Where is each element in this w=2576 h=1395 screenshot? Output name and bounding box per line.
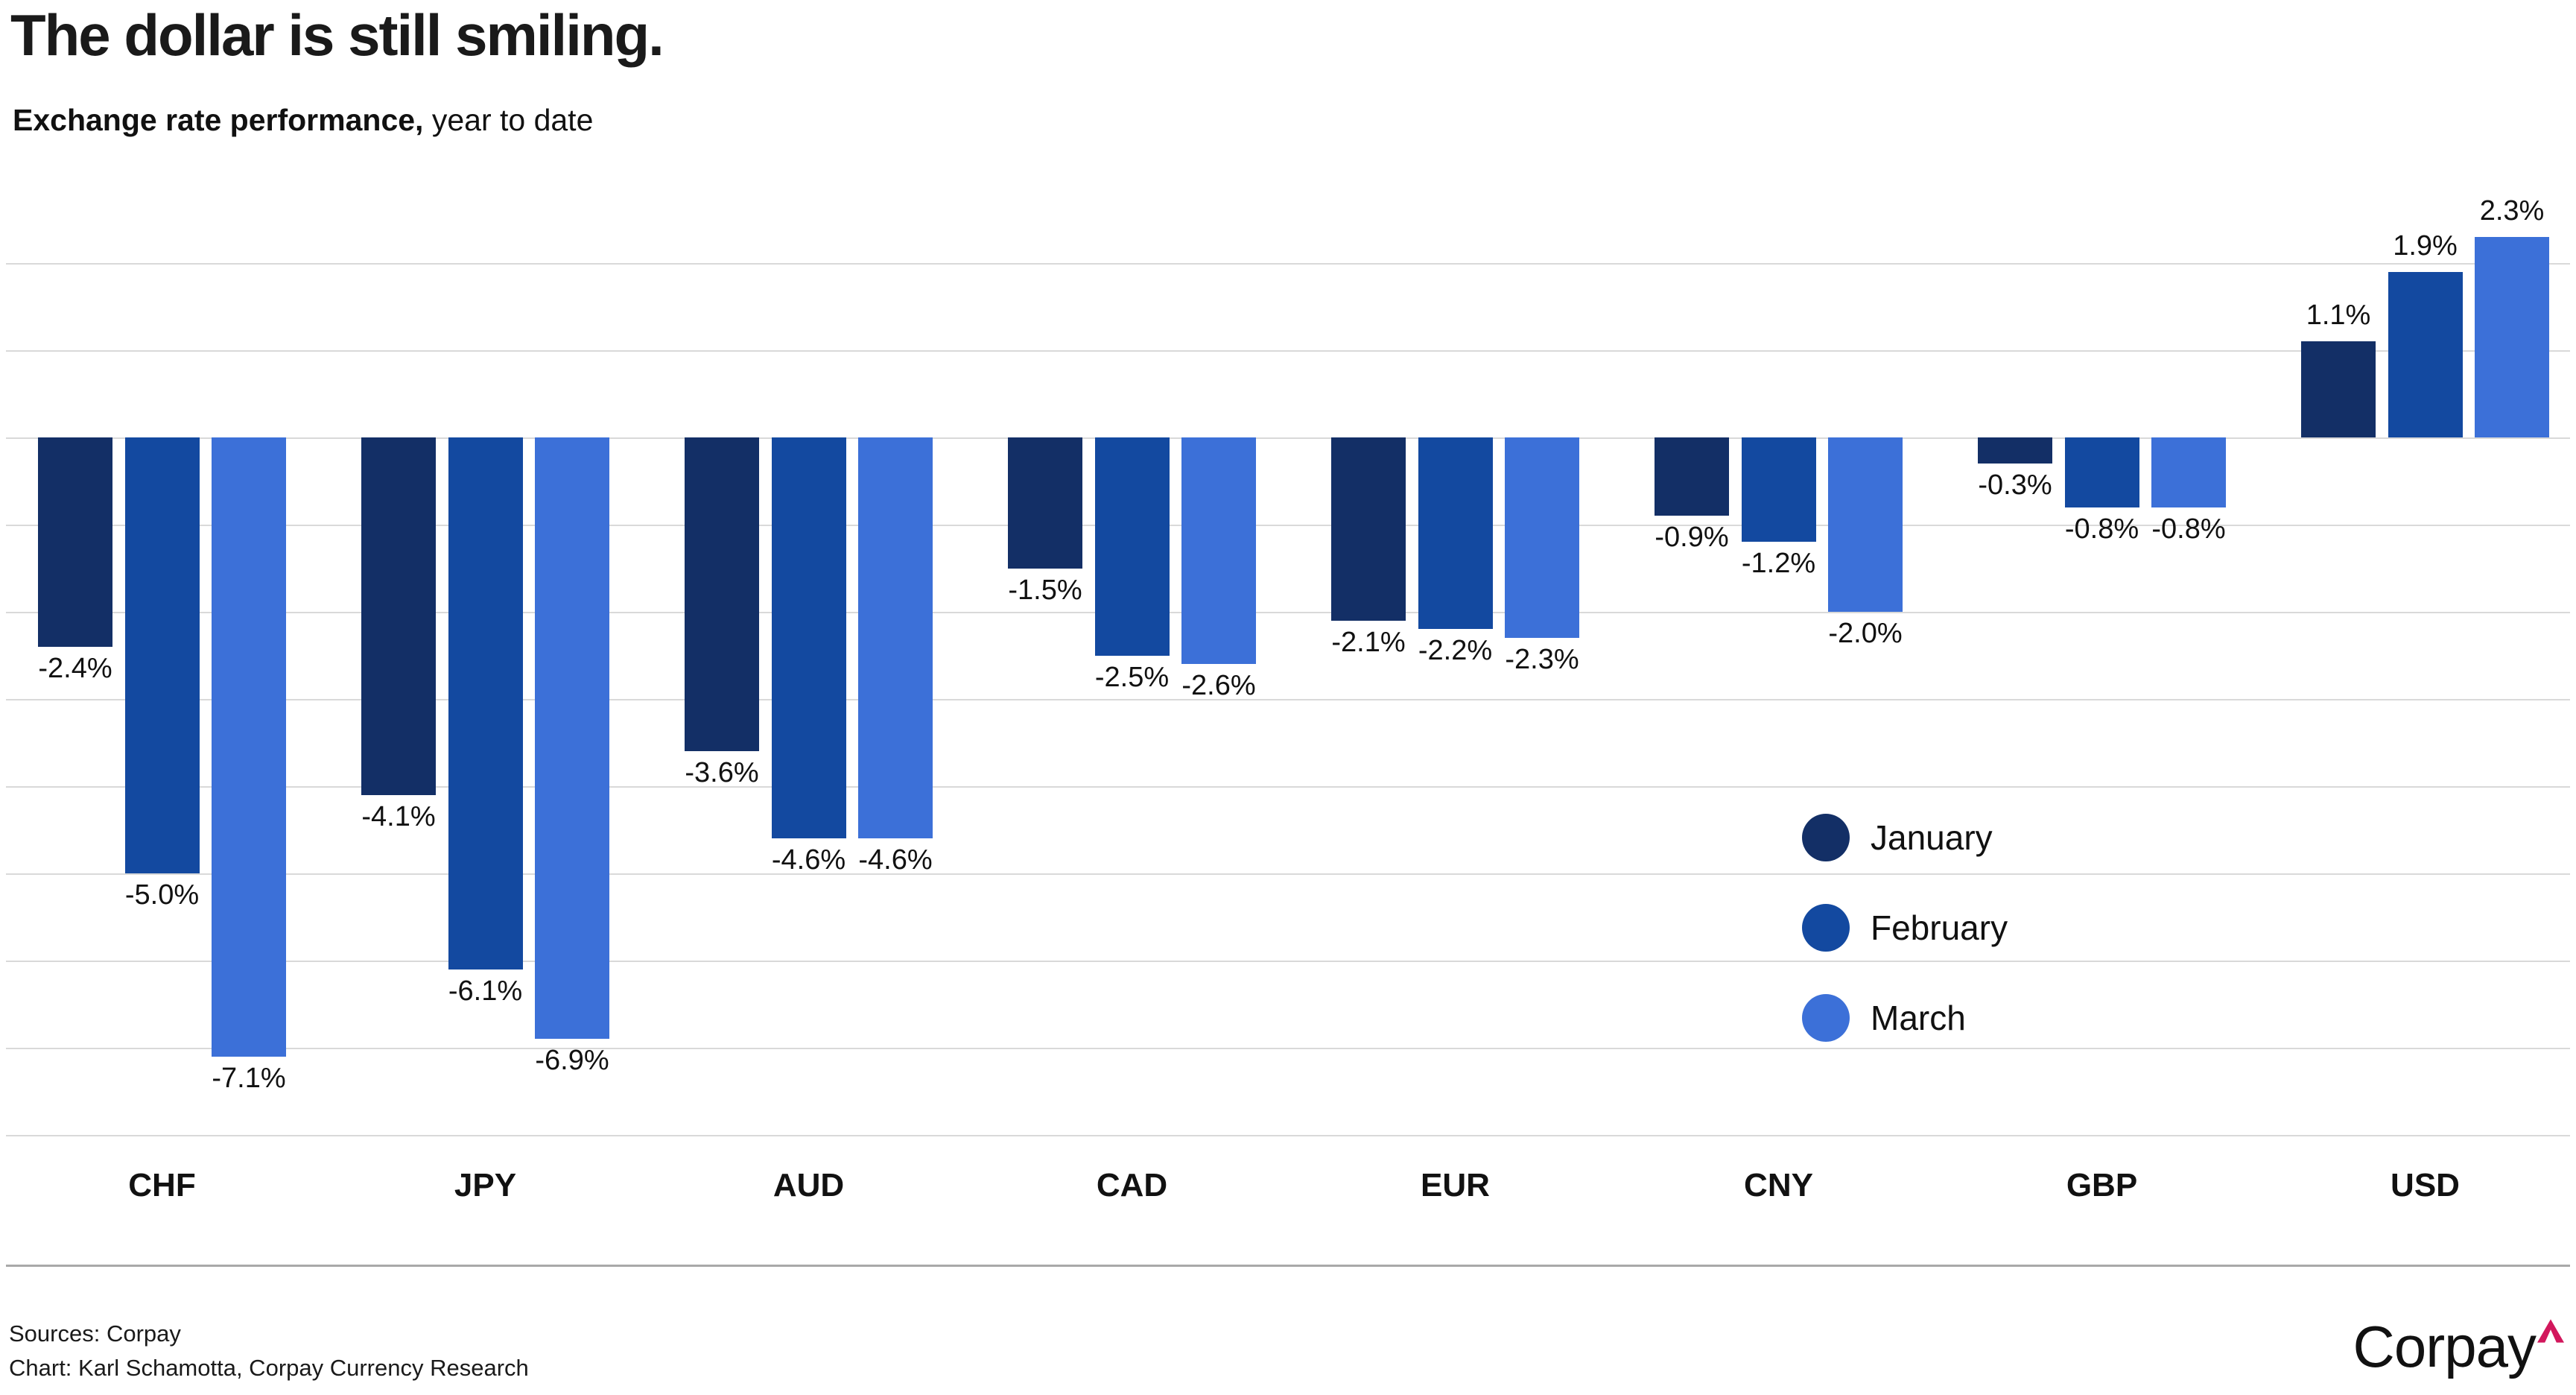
credit-note: Chart: Karl Schamotta, Corpay Currency R…	[9, 1355, 529, 1381]
legend-item-january: January	[1802, 814, 1993, 861]
legend-swatch-icon	[1802, 904, 1850, 952]
category-label-cad: CAD	[1096, 1167, 1168, 1203]
bar-january-chf	[38, 437, 112, 647]
bar-february-jpy	[448, 437, 523, 969]
legend-swatch-icon	[1802, 814, 1850, 861]
value-label: 1.1%	[2306, 300, 2371, 332]
subtitle-bold: Exchange rate performance,	[13, 103, 424, 137]
category-label-jpy: JPY	[454, 1167, 517, 1203]
value-label: 1.9%	[2393, 230, 2458, 262]
gridline	[6, 961, 2570, 962]
gridline	[6, 786, 2570, 788]
bar-january-cad	[1008, 437, 1082, 569]
gridline	[6, 612, 2570, 613]
legend-label: February	[1871, 908, 2008, 947]
legend-item-march: March	[1802, 994, 1966, 1042]
legend-item-february: February	[1802, 904, 2008, 952]
value-label: -2.6%	[1181, 670, 1256, 702]
value-label: -2.2%	[1418, 635, 1493, 667]
bar-february-gbp	[2064, 437, 2139, 507]
value-label: -2.3%	[1505, 644, 1579, 676]
bar-january-jpy	[361, 437, 436, 795]
value-label: -2.0%	[1828, 618, 1903, 649]
bar-march-cad	[1181, 437, 1256, 665]
gridline	[6, 1048, 2570, 1049]
value-label: -6.9%	[535, 1045, 609, 1077]
value-label: -0.8%	[2064, 513, 2139, 545]
value-label: -4.6%	[771, 844, 846, 876]
bar-february-chf	[124, 437, 200, 873]
value-label: -0.8%	[2151, 513, 2226, 545]
bar-march-aud	[858, 437, 933, 839]
value-label: -4.1%	[361, 800, 436, 832]
logo-text: Corpay	[2353, 1314, 2537, 1379]
gridline	[6, 437, 2570, 439]
value-label: -1.5%	[1008, 574, 1082, 606]
value-label: -1.2%	[1741, 548, 1816, 580]
bar-march-jpy	[535, 437, 609, 1040]
legend-label: January	[1871, 818, 1993, 857]
value-label: -5.0%	[124, 879, 200, 911]
bar-march-chf	[212, 437, 286, 1057]
gridline	[6, 699, 2570, 700]
legend-swatch-icon	[1802, 994, 1850, 1042]
bar-march-usd	[2475, 236, 2549, 437]
value-label: 2.3%	[2479, 194, 2545, 227]
bar-january-usd	[2301, 341, 2376, 437]
legend-label: March	[1871, 999, 1966, 1037]
value-label: -6.1%	[448, 975, 523, 1007]
chart-title: The dollar is still smiling.	[10, 2, 664, 68]
footer-separator	[6, 1265, 2570, 1267]
value-label: -4.6%	[858, 844, 933, 876]
corpay-logo: Corpay	[2353, 1318, 2564, 1376]
value-label: -2.5%	[1094, 661, 1170, 693]
gridline	[6, 1135, 2570, 1136]
value-label: -0.9%	[1655, 522, 1729, 554]
chart-subtitle: Exchange rate performance, year to date	[13, 103, 593, 138]
bar-january-aud	[685, 437, 759, 752]
value-label: -3.6%	[685, 757, 759, 789]
source-note: Sources: Corpay	[9, 1320, 181, 1347]
bar-january-eur	[1331, 437, 1406, 621]
bar-february-cny	[1741, 437, 1816, 542]
value-label: -2.4%	[38, 652, 112, 684]
bar-february-eur	[1418, 437, 1493, 630]
bar-january-gbp	[1978, 437, 2052, 464]
bar-march-eur	[1505, 437, 1579, 639]
bar-january-cny	[1655, 437, 1729, 516]
value-label: -2.1%	[1331, 626, 1406, 658]
subtitle-rest: year to date	[423, 103, 594, 137]
category-label-usd: USD	[2391, 1167, 2460, 1203]
category-label-eur: EUR	[1421, 1167, 1490, 1203]
logo-caret-icon	[2537, 1319, 2564, 1343]
gridline	[6, 263, 2570, 265]
bar-march-cny	[1828, 437, 1903, 612]
gridline	[6, 525, 2570, 526]
value-label: -0.3%	[1978, 469, 2052, 502]
gridline	[6, 350, 2570, 352]
bar-february-usd	[2388, 271, 2463, 437]
category-label-aud: AUD	[773, 1167, 845, 1203]
gridline	[6, 873, 2570, 875]
bar-february-aud	[771, 437, 846, 839]
category-label-cny: CNY	[1744, 1167, 1813, 1203]
value-label: -7.1%	[212, 1062, 286, 1094]
category-label-gbp: GBP	[2066, 1167, 2138, 1203]
bar-march-gbp	[2151, 437, 2226, 507]
category-label-chf: CHF	[128, 1167, 196, 1203]
bar-february-cad	[1094, 437, 1170, 656]
